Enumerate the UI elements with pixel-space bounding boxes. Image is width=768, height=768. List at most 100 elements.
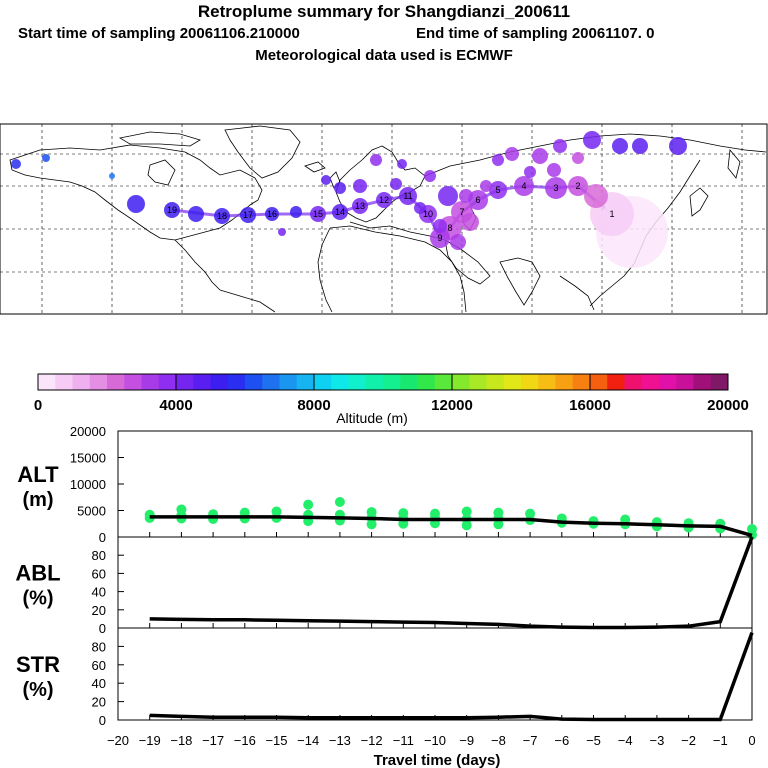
altitude-scatter-point xyxy=(430,508,440,519)
colorbar-cell xyxy=(124,374,142,390)
x-tick-label: −13 xyxy=(329,733,351,748)
y-tick-label: 60 xyxy=(92,658,106,673)
y-tick-label: 10000 xyxy=(70,477,106,492)
coastline-southeast-asia xyxy=(559,275,595,311)
plume-cluster-marker xyxy=(524,166,536,178)
plume-cluster-marker xyxy=(461,213,479,231)
coastline-central-america xyxy=(174,239,221,291)
panel-label: ABL xyxy=(15,561,60,586)
plume-cluster-marker xyxy=(321,175,331,185)
x-tick-label: −5 xyxy=(586,733,601,748)
coastline-arabia xyxy=(444,239,491,285)
panel-unit-label: (%) xyxy=(22,679,53,701)
colorbar-cell xyxy=(55,374,73,390)
x-tick-label: −8 xyxy=(491,733,506,748)
colorbar-cell xyxy=(452,374,470,390)
colorbar-cell xyxy=(331,374,349,390)
plume-track xyxy=(11,131,687,268)
plume-age-label: 5 xyxy=(495,185,500,195)
series-line-abl xyxy=(149,536,754,630)
plume-cluster-marker xyxy=(353,179,367,193)
x-tick-label: −15 xyxy=(265,733,287,748)
colorbar-cell xyxy=(262,374,280,390)
plume-cluster-marker xyxy=(278,228,286,236)
colorbar-cell xyxy=(400,374,418,390)
colorbar-cell xyxy=(572,374,591,390)
plume-age-label: 15 xyxy=(313,209,323,219)
altitude-scatter-point xyxy=(366,507,377,518)
plume-cluster-marker xyxy=(584,184,608,208)
colorbar-cell xyxy=(38,374,56,390)
colorbar-cell xyxy=(107,374,125,390)
y-tick-label: 60 xyxy=(92,566,106,581)
colorbar-cell xyxy=(383,374,401,390)
colorbar-cell xyxy=(176,374,194,390)
plume-cluster-marker xyxy=(514,176,534,196)
colorbar-cell xyxy=(693,374,712,390)
met-data-label: Meteorological data used is ECMWF xyxy=(255,47,513,64)
colorbar-cell xyxy=(348,374,367,390)
altitude-scatter-point xyxy=(398,508,409,519)
coastline-arctic-islands xyxy=(118,131,201,147)
series-line-str xyxy=(149,632,754,722)
colorbar-cell xyxy=(503,374,522,390)
plume-cluster-marker xyxy=(505,147,519,161)
plume-cluster-marker xyxy=(265,207,279,221)
plume-cluster-marker xyxy=(11,159,21,169)
plume-cluster-marker xyxy=(545,177,567,199)
altitude-scatter-point xyxy=(493,507,504,518)
altitude-scatter-point xyxy=(525,508,536,519)
y-tick-label: 0 xyxy=(99,713,106,728)
series-line-alt xyxy=(149,515,753,538)
plume-cluster-marker xyxy=(612,138,628,154)
colorbar-label: Altitude (m) xyxy=(336,410,408,426)
colorbar-tick-label: 20000 xyxy=(707,397,749,414)
plume-cluster-marker xyxy=(430,228,450,248)
colorbar-cell xyxy=(676,374,694,390)
plume-cluster-marker xyxy=(334,182,346,194)
x-tick-label: −9 xyxy=(459,733,474,748)
coastline-japan xyxy=(689,187,709,217)
plume-cluster-marker xyxy=(390,178,402,190)
x-tick-label: −16 xyxy=(234,733,256,748)
y-tick-label: 20 xyxy=(92,695,106,710)
colorbar-cell xyxy=(245,374,263,390)
x-tick-label: −6 xyxy=(554,733,569,748)
y-tick-label: 40 xyxy=(92,676,106,691)
x-tick-label: 0 xyxy=(748,733,755,748)
colorbar-cell xyxy=(365,374,384,390)
plume-cluster-marker xyxy=(572,152,584,164)
plume-cluster-marker xyxy=(547,163,561,177)
colorbar-cell xyxy=(555,374,574,390)
colorbar-cell xyxy=(590,374,608,390)
plume-age-label: 7 xyxy=(459,207,464,217)
altitude-scatter-point xyxy=(271,506,282,517)
plume-age-label: 13 xyxy=(355,201,365,211)
colorbar-cell xyxy=(210,374,229,390)
panel-label: STR xyxy=(16,652,60,677)
panel-unit-label: (%) xyxy=(22,588,53,610)
coastline-europe xyxy=(335,145,426,223)
colorbar-cell xyxy=(314,374,332,390)
plume-age-label: 16 xyxy=(267,209,277,219)
plume-cluster-marker xyxy=(240,207,256,223)
panel-label: ALT xyxy=(17,462,59,487)
plume-age-label: 3 xyxy=(553,183,558,193)
colorbar-tick-label: 16000 xyxy=(569,397,611,414)
y-tick-label: 15000 xyxy=(70,451,106,466)
plume-cluster-marker xyxy=(352,198,368,214)
colorbar-cell xyxy=(641,374,660,390)
plume-cluster-marker xyxy=(214,208,230,224)
profile-panels: 05000100001500020000ALT(m)020406080ABL(%… xyxy=(15,424,757,728)
altitude-scatter-point xyxy=(176,504,187,515)
x-tick-label: −14 xyxy=(297,733,319,748)
colorbar-cell xyxy=(659,374,677,390)
colorbar-cell xyxy=(193,374,211,390)
colorbar-cell xyxy=(417,374,436,390)
plume-cluster-marker xyxy=(332,204,348,220)
y-tick-label: 0 xyxy=(99,530,106,545)
coastline-africa-west xyxy=(317,227,333,313)
colorbar-cell xyxy=(469,374,487,390)
plume-cluster-marker xyxy=(414,202,426,214)
colorbar-ticks: 0 4000 8000 12000 16000 20000 xyxy=(34,374,749,414)
